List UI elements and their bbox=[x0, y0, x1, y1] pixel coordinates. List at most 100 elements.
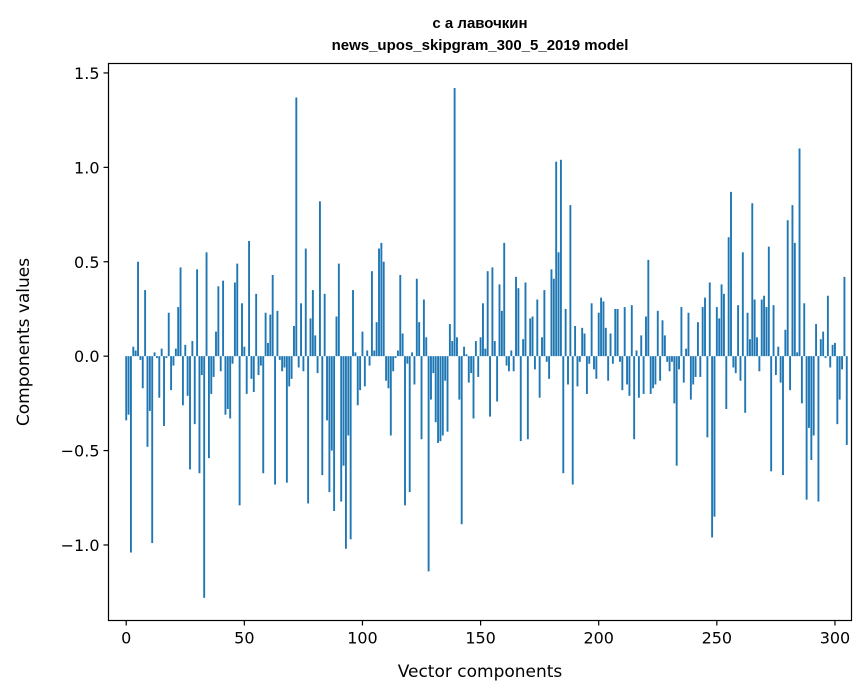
bar-15 bbox=[160, 348, 163, 357]
bar-19 bbox=[170, 356, 173, 391]
bar-153 bbox=[486, 271, 489, 357]
bar-203 bbox=[604, 327, 607, 357]
bar-67 bbox=[283, 356, 286, 368]
bar-237 bbox=[685, 348, 688, 357]
bar-34 bbox=[205, 252, 208, 357]
bar-251 bbox=[718, 318, 721, 357]
bar-71 bbox=[293, 325, 295, 357]
bar-150 bbox=[479, 337, 482, 357]
bar-77 bbox=[307, 356, 310, 504]
bar-83 bbox=[321, 356, 324, 476]
bar-4 bbox=[134, 350, 137, 357]
bar-24 bbox=[181, 356, 184, 406]
bar-86 bbox=[328, 356, 331, 493]
bar-50 bbox=[243, 346, 246, 357]
x-axis-label: Vector components bbox=[398, 662, 563, 682]
bar-92 bbox=[342, 356, 345, 466]
bar-46 bbox=[233, 282, 236, 357]
bar-191 bbox=[576, 356, 579, 387]
bar-196 bbox=[588, 356, 591, 364]
bar-164 bbox=[512, 356, 515, 372]
bar-229 bbox=[666, 356, 669, 362]
bar-243 bbox=[699, 356, 702, 377]
bar-179 bbox=[548, 356, 551, 379]
y-tick-label: −1.0 bbox=[61, 536, 100, 555]
bar-223 bbox=[652, 356, 654, 389]
bar-148 bbox=[474, 341, 477, 357]
bar-178 bbox=[545, 356, 548, 362]
bar-14 bbox=[158, 356, 161, 398]
bar-154 bbox=[489, 356, 491, 417]
bar-25 bbox=[184, 344, 187, 357]
bar-85 bbox=[326, 356, 328, 421]
bar-140 bbox=[456, 337, 458, 357]
bar-158 bbox=[498, 284, 501, 357]
x-tick-label: 300 bbox=[820, 629, 851, 648]
bar-37 bbox=[212, 356, 215, 377]
bar-107 bbox=[378, 248, 380, 357]
bar-115 bbox=[396, 350, 399, 357]
x-tick-label: 50 bbox=[234, 629, 254, 648]
x-tick-label: 100 bbox=[347, 629, 378, 648]
bar-0 bbox=[125, 356, 128, 421]
bar-88 bbox=[333, 356, 336, 511]
bar-287 bbox=[803, 303, 806, 357]
bar-114 bbox=[394, 356, 397, 359]
y-tick-label: 1.5 bbox=[74, 64, 99, 83]
bar-29 bbox=[193, 356, 196, 425]
bar-53 bbox=[250, 356, 253, 379]
bar-296 bbox=[824, 356, 827, 359]
bar-155 bbox=[491, 267, 494, 357]
bar-102 bbox=[366, 350, 369, 357]
bar-219 bbox=[642, 356, 645, 394]
bar-184 bbox=[559, 159, 562, 357]
bar-294 bbox=[819, 339, 822, 357]
bar-168 bbox=[522, 339, 525, 357]
bar-231 bbox=[671, 356, 673, 362]
bar-226 bbox=[659, 356, 662, 381]
bar-49 bbox=[241, 303, 243, 357]
bar-137 bbox=[448, 324, 451, 357]
bar-277 bbox=[779, 356, 782, 383]
bar-236 bbox=[682, 356, 685, 383]
bar-267 bbox=[756, 337, 758, 357]
bar-207 bbox=[614, 308, 617, 357]
bar-13 bbox=[155, 356, 158, 359]
bar-244 bbox=[701, 307, 704, 357]
bar-70 bbox=[290, 356, 293, 379]
bar-23 bbox=[179, 267, 182, 357]
bar-45 bbox=[231, 356, 234, 364]
bar-183 bbox=[557, 252, 560, 357]
bar-139 bbox=[453, 88, 456, 357]
bar-177 bbox=[543, 290, 546, 357]
bar-98 bbox=[356, 356, 359, 406]
bar-76 bbox=[304, 248, 307, 357]
bar-79 bbox=[311, 290, 314, 357]
bar-165 bbox=[515, 276, 517, 357]
bar-143 bbox=[463, 346, 465, 357]
bar-2 bbox=[130, 356, 132, 553]
bar-256 bbox=[730, 191, 732, 357]
bar-171 bbox=[529, 318, 532, 357]
bar-54 bbox=[252, 356, 255, 393]
bar-134 bbox=[441, 356, 444, 436]
bar-40 bbox=[219, 356, 222, 372]
bar-224 bbox=[654, 356, 657, 385]
bar-80 bbox=[314, 335, 317, 357]
bar-216 bbox=[635, 350, 638, 357]
bar-151 bbox=[482, 303, 484, 357]
bar-289 bbox=[808, 356, 810, 428]
bar-239 bbox=[689, 356, 692, 400]
bar-170 bbox=[526, 356, 529, 440]
bar-303 bbox=[841, 356, 843, 370]
bar-218 bbox=[640, 335, 643, 357]
bar-108 bbox=[380, 242, 383, 357]
bar-147 bbox=[472, 356, 475, 419]
bar-130 bbox=[432, 356, 435, 374]
bar-185 bbox=[562, 356, 565, 474]
bar-286 bbox=[800, 356, 803, 404]
bar-200 bbox=[597, 312, 600, 357]
bar-270 bbox=[763, 295, 766, 357]
bar-121 bbox=[411, 352, 414, 357]
bar-57 bbox=[259, 356, 262, 366]
